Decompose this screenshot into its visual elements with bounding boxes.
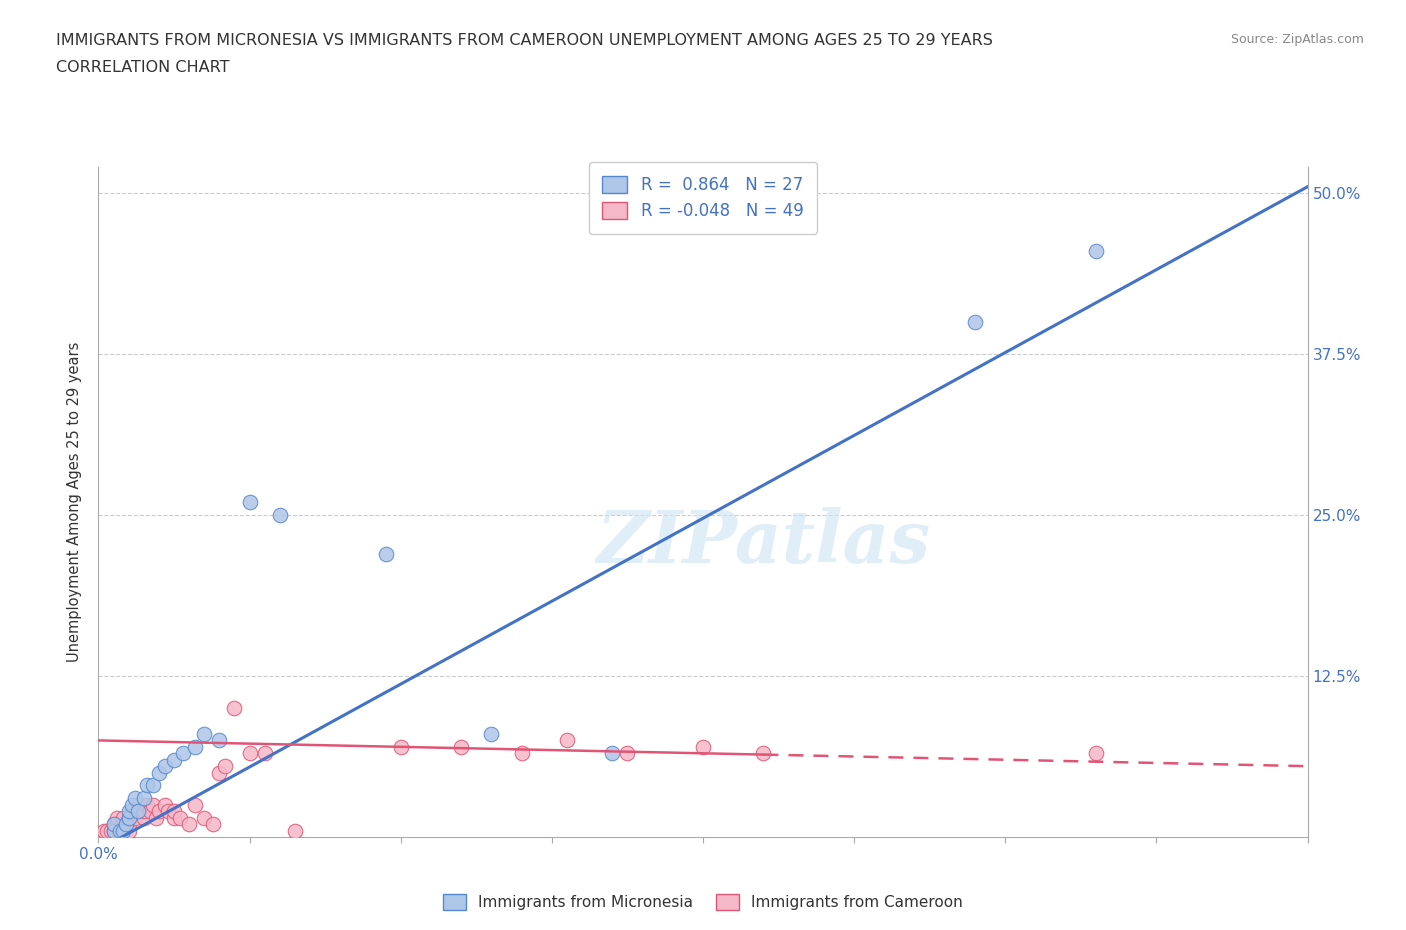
Point (1085, 746, 1108, 761)
Point (103, 817, 125, 831)
Text: Source: ZipAtlas.com: Source: ZipAtlas.com (1230, 33, 1364, 46)
Point (111, 817, 134, 831)
Point (103, 823, 125, 838)
Point (156, 804, 179, 818)
Point (124, 810, 146, 825)
Point (132, 810, 155, 825)
Point (153, 797, 176, 812)
Point (374, 546, 396, 561)
Point (111, 823, 134, 838)
Point (752, 746, 775, 761)
Point (193, 726, 215, 741)
Point (202, 817, 225, 831)
Point (93, 823, 115, 838)
Point (450, 739, 472, 754)
Point (214, 759, 236, 774)
Point (148, 804, 170, 818)
Point (481, 726, 503, 741)
Point (132, 804, 155, 818)
Point (1085, 244, 1108, 259)
Point (239, 746, 262, 761)
Point (105, 817, 128, 831)
Point (114, 817, 136, 831)
Point (132, 790, 155, 805)
Point (602, 746, 624, 761)
Point (145, 810, 167, 825)
Point (153, 759, 176, 774)
Point (224, 701, 246, 716)
Point (510, 746, 533, 761)
Point (142, 797, 165, 812)
Point (616, 746, 638, 761)
Point (118, 810, 141, 825)
Point (169, 810, 191, 825)
Point (129, 804, 152, 818)
Point (269, 508, 291, 523)
Point (208, 733, 231, 748)
Point (163, 810, 186, 825)
Point (114, 817, 136, 831)
Point (111, 810, 134, 825)
Point (108, 823, 131, 838)
Point (127, 804, 149, 818)
Point (118, 810, 141, 825)
Point (184, 739, 207, 754)
Point (121, 804, 143, 818)
Point (105, 810, 128, 825)
Point (208, 765, 231, 780)
Point (100, 823, 122, 838)
Point (163, 752, 186, 767)
Point (121, 797, 143, 812)
Point (96, 823, 118, 838)
Point (118, 823, 141, 838)
Legend: Immigrants from Micronesia, Immigrants from Cameroon: Immigrants from Micronesia, Immigrants f… (437, 888, 969, 916)
Point (124, 804, 146, 818)
Point (142, 778, 165, 793)
Point (135, 797, 157, 812)
Point (172, 746, 194, 761)
Point (118, 804, 141, 818)
Point (965, 314, 987, 329)
Point (118, 817, 141, 831)
Point (163, 804, 186, 818)
Point (184, 797, 207, 812)
Point (284, 823, 307, 838)
Point (135, 778, 157, 793)
Point (124, 790, 146, 805)
Point (193, 810, 215, 825)
Point (108, 823, 131, 838)
Point (239, 495, 262, 510)
Point (692, 739, 714, 754)
Point (148, 765, 170, 780)
Y-axis label: Unemployment Among Ages 25 to 29 years: Unemployment Among Ages 25 to 29 years (67, 342, 83, 662)
Point (103, 823, 125, 838)
Text: IMMIGRANTS FROM MICRONESIA VS IMMIGRANTS FROM CAMEROON UNEMPLOYMENT AMONG AGES 2: IMMIGRANTS FROM MICRONESIA VS IMMIGRANTS… (56, 33, 993, 47)
Point (555, 733, 578, 748)
Point (253, 746, 276, 761)
Point (389, 739, 412, 754)
Point (103, 817, 125, 831)
Text: ZIPatlas: ZIPatlas (596, 507, 931, 578)
Point (127, 797, 149, 812)
Point (139, 804, 162, 818)
Point (179, 817, 201, 831)
Text: CORRELATION CHART: CORRELATION CHART (56, 60, 229, 75)
